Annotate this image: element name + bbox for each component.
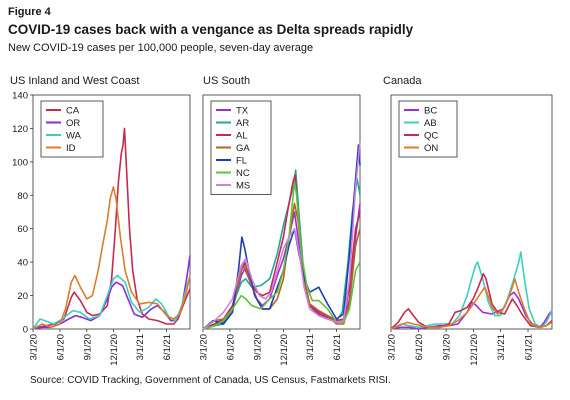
legend-label-ab: AB bbox=[424, 118, 437, 129]
x-tick-label: 6/1/20 bbox=[414, 334, 425, 360]
panel-2: US South 3/1/20 6/1/20 9/1/20 12/1/20 3/1/21 6… bbox=[199, 75, 361, 366]
legend-label-id: ID bbox=[66, 143, 76, 154]
y-tick-label: 80 bbox=[17, 191, 28, 202]
figure-label: Figure 4 bbox=[8, 6, 51, 18]
y-tick-label: 120 bbox=[12, 124, 28, 135]
legend-label-ms: MS bbox=[236, 181, 250, 192]
legend-label-wa: WA bbox=[66, 131, 82, 142]
x-tick-label: 6/1/20 bbox=[55, 334, 66, 360]
y-tick-label: 60 bbox=[17, 224, 28, 235]
series-line-or bbox=[32, 255, 191, 330]
y-tick-label: 40 bbox=[17, 258, 28, 269]
legend-label-al: AL bbox=[236, 131, 248, 142]
legend-label-bc: BC bbox=[424, 106, 437, 117]
x-tick-label: 6/1/21 bbox=[162, 334, 173, 360]
panel-1: US Inland and West Coast 0 20 40 60 80 100 120 1… bbox=[10, 75, 191, 366]
y-tick-label: 100 bbox=[12, 157, 28, 168]
legend-label-nc: NC bbox=[236, 168, 250, 179]
legend-label-ga: GA bbox=[236, 143, 250, 154]
panel-title: US South bbox=[203, 75, 250, 87]
series-line-ms bbox=[202, 141, 361, 330]
y-tick-label: 140 bbox=[12, 91, 28, 102]
y-tick-label: 20 bbox=[17, 291, 28, 302]
x-tick-label: 3/1/21 bbox=[305, 334, 316, 360]
x-tick-label: 3/1/20 bbox=[387, 334, 398, 360]
y-tick-label: 0 bbox=[23, 325, 28, 336]
x-tick-label: 9/1/20 bbox=[252, 334, 263, 360]
series-line-wa bbox=[32, 274, 191, 330]
legend-label-tx: TX bbox=[236, 106, 249, 117]
legend-label-or: OR bbox=[66, 118, 80, 129]
x-tick-label: 9/1/20 bbox=[82, 334, 93, 360]
plot-frame bbox=[32, 94, 191, 330]
series-line-ca bbox=[32, 127, 191, 330]
x-tick-label: 3/1/20 bbox=[199, 334, 210, 360]
panel-title: US Inland and West Coast bbox=[10, 75, 139, 87]
legend-label-qc: QC bbox=[424, 131, 438, 142]
plot-frame bbox=[390, 94, 553, 330]
x-tick-label: 6/1/21 bbox=[524, 334, 535, 360]
legend-label-on: ON bbox=[424, 143, 438, 154]
series-line-ar bbox=[202, 169, 361, 330]
legend-label-fl: FL bbox=[236, 156, 247, 167]
x-tick-label: 12/1/20 bbox=[109, 334, 120, 366]
x-tick-label: 3/1/21 bbox=[135, 334, 146, 360]
series-line-id bbox=[32, 186, 191, 330]
series-line-on bbox=[390, 278, 553, 330]
x-tick-label: 6/1/21 bbox=[332, 334, 343, 360]
series-line-qc bbox=[390, 273, 553, 330]
x-tick-label: 12/1/20 bbox=[279, 334, 290, 366]
panel-title: Canada bbox=[383, 75, 422, 87]
figure-title: COVID-19 cases back with a vengance as D… bbox=[8, 22, 414, 37]
x-tick-label: 6/1/20 bbox=[225, 334, 236, 360]
x-tick-label: 3/1/20 bbox=[29, 334, 40, 360]
source-note: Source: COVID Tracking, Government of Ca… bbox=[30, 375, 391, 386]
x-tick-label: 3/1/21 bbox=[496, 334, 507, 360]
x-tick-label: 12/1/20 bbox=[469, 334, 480, 366]
legend-label-ar: AR bbox=[236, 118, 249, 129]
x-tick-label: 9/1/20 bbox=[442, 334, 453, 360]
panel-3: Canada 3/1/20 6/1/20 9/1/20 12/1/20 3/1/21 6/1… bbox=[383, 75, 553, 366]
series-line-al bbox=[202, 174, 361, 330]
series-line-ab bbox=[390, 251, 553, 330]
legend-label-ca: CA bbox=[66, 106, 80, 117]
legend-box bbox=[210, 100, 272, 195]
figure-subtitle: New COVID-19 cases per 100,000 people, s… bbox=[8, 42, 314, 54]
series-line-tx bbox=[202, 203, 361, 330]
